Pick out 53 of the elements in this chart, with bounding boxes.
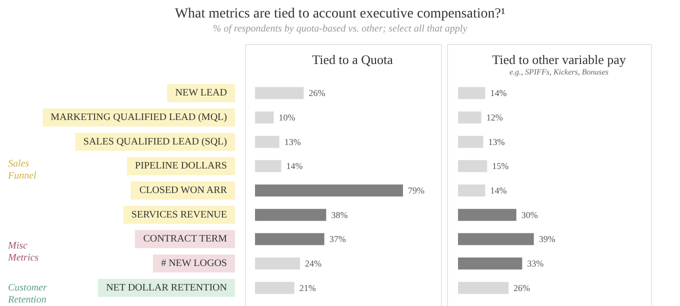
data-label: 37% xyxy=(329,234,346,244)
y-tick-label: NET DOLLAR RETENTION xyxy=(106,282,227,294)
data-label: 26% xyxy=(308,88,326,98)
data-label: 13% xyxy=(488,136,506,147)
data-label: 12% xyxy=(486,112,504,122)
data-label: 33% xyxy=(527,258,544,268)
data-label: 38% xyxy=(331,210,348,220)
data-label: 14% xyxy=(286,161,304,172)
data-label: 39% xyxy=(538,234,556,244)
text: % of respondents by quota-based vs. other; select all that apply xyxy=(212,24,468,34)
text: Sales Funnel xyxy=(7,158,37,182)
bar xyxy=(458,282,509,294)
data-label: 24% xyxy=(304,258,322,268)
bar xyxy=(255,87,304,100)
y-tick-label: PIPELINE DOLLARS xyxy=(135,160,227,172)
y-tick-label: CLOSED WON ARR xyxy=(139,185,228,196)
bar xyxy=(255,258,300,270)
bar xyxy=(458,233,534,246)
y-tick-label: SERVICES REVENUE xyxy=(131,209,227,220)
bar xyxy=(255,233,324,246)
text: What metrics are tied to account executive compensation?¹ xyxy=(174,6,506,22)
text: Misc Metrics xyxy=(7,240,39,264)
data-label: 15% xyxy=(492,161,510,172)
data-label: 79% xyxy=(408,186,425,196)
bar xyxy=(458,87,486,100)
bar xyxy=(255,112,274,124)
y-tick-label: SALES QUALIFIED LEAD (SQL) xyxy=(83,136,227,148)
data-label: 14% xyxy=(490,88,508,98)
chart-title: Tied to other variable pay xyxy=(492,52,626,67)
text: Customer Retention xyxy=(7,282,50,306)
data-label: 10% xyxy=(278,112,296,122)
y-tick-label: CONTRACT TERM xyxy=(143,234,228,245)
bar xyxy=(255,208,326,221)
y-tick-label: MARKETING QUALIFIED LEAD (MQL) xyxy=(50,112,227,123)
data-label: 13% xyxy=(284,136,302,147)
bar xyxy=(255,282,294,294)
y-tick-label: NEW LEAD xyxy=(175,88,227,99)
bar xyxy=(458,208,516,221)
bar xyxy=(255,136,280,148)
bar xyxy=(458,136,484,148)
text: e.g., SPIFFs, Kickers, Bonuses xyxy=(509,68,609,76)
data-label: 14% xyxy=(490,186,508,196)
bar xyxy=(458,184,486,196)
bar xyxy=(458,160,488,172)
data-label: 30% xyxy=(521,210,538,220)
bar xyxy=(255,160,282,172)
y-tick-label: # NEW LOGOS xyxy=(161,258,227,269)
data-label: 26% xyxy=(514,282,531,293)
data-label: 21% xyxy=(299,282,316,293)
bar xyxy=(458,112,482,124)
bar xyxy=(458,258,522,270)
chart-title: Tied to a Quota xyxy=(312,52,394,67)
bar xyxy=(255,184,403,196)
